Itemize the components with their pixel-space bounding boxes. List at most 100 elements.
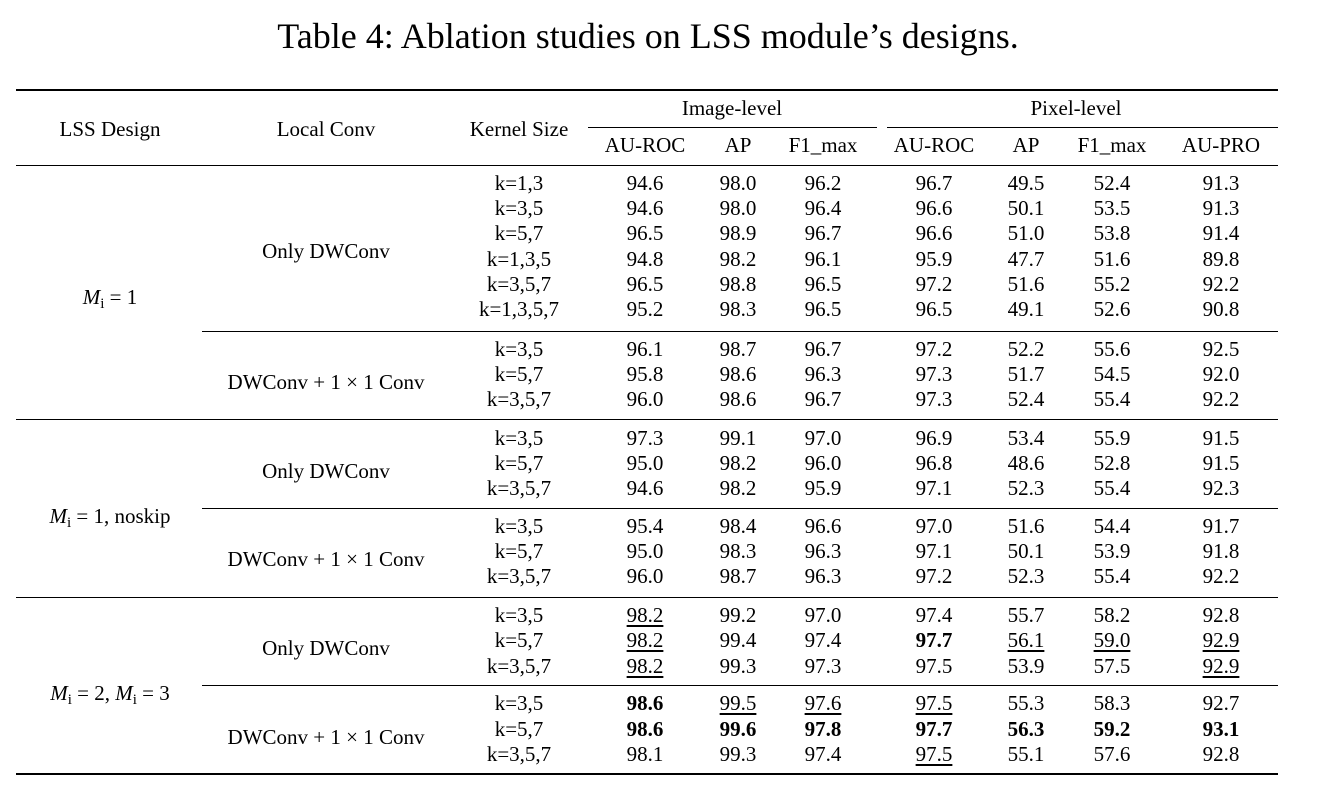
pixel-ap-cell: 50.1 xyxy=(1007,196,1045,220)
pixel-f1max-cell: 53.9 xyxy=(1093,539,1131,563)
top-rule xyxy=(16,89,1278,91)
pixel-ap-cell: 48.6 xyxy=(1007,451,1045,475)
pixel-auroc-cell: 97.5 xyxy=(915,742,953,766)
kernel-size-cell: k=3,5,7 xyxy=(486,476,552,500)
kernel-size-cell: k=3,5,7 xyxy=(486,272,552,296)
pixel-auroc-cell: 97.0 xyxy=(915,514,953,538)
image-auroc-cell: 95.2 xyxy=(626,297,664,321)
pixel-aupro-cell: 92.8 xyxy=(1202,742,1240,766)
image-ap-cell: 99.5 xyxy=(719,691,757,715)
pixel-f1max-cell: 52.4 xyxy=(1093,171,1131,195)
pixel-f1max-cell: 58.2 xyxy=(1093,603,1131,627)
pixel-f1max-cell: 53.5 xyxy=(1093,196,1131,220)
header-kernel-size: Kernel Size xyxy=(469,117,569,141)
pixel-auroc-cell: 96.5 xyxy=(915,297,953,321)
pixel-auroc-cell: 97.2 xyxy=(915,564,953,588)
pixel-f1max-cell: 55.4 xyxy=(1093,476,1131,500)
image-ap-cell: 99.6 xyxy=(719,717,757,741)
image-auroc-cell: 98.1 xyxy=(626,742,664,766)
kernel-size-cell: k=3,5,7 xyxy=(486,387,552,411)
kernel-size-cell: k=3,5,7 xyxy=(486,564,552,588)
pixel-auroc-cell: 97.2 xyxy=(915,337,953,361)
image-auroc-cell: 96.1 xyxy=(626,337,664,361)
pixel-aupro-cell: 90.8 xyxy=(1202,297,1240,321)
image-ap-cell: 99.3 xyxy=(719,654,757,678)
pixel-aupro-cell: 92.9 xyxy=(1202,654,1240,678)
pixel-f1max-cell: 54.4 xyxy=(1093,514,1131,538)
image-auroc-cell: 98.6 xyxy=(626,691,664,715)
image-auroc-cell: 94.6 xyxy=(626,171,664,195)
pixel-aupro-cell: 91.5 xyxy=(1202,426,1240,450)
header-rule xyxy=(16,165,1278,166)
image-auroc-cell: 96.0 xyxy=(626,387,664,411)
design-label-2: Mi = 1, noskip xyxy=(49,504,171,531)
image-f1max-cell: 96.3 xyxy=(804,564,842,588)
pixel-ap-cell: 51.6 xyxy=(1007,514,1045,538)
kernel-size-cell: k=3,5 xyxy=(494,514,544,538)
pixel-aupro-cell: 91.3 xyxy=(1202,171,1240,195)
kernel-size-cell: k=5,7 xyxy=(494,717,544,741)
pixel-aupro-cell: 92.3 xyxy=(1202,476,1240,500)
group-rule xyxy=(16,597,1278,598)
image-auroc-cell: 95.0 xyxy=(626,451,664,475)
image-ap-cell: 98.9 xyxy=(719,221,757,245)
image-auroc-cell: 97.3 xyxy=(626,426,664,450)
pixel-f1max-cell: 58.3 xyxy=(1093,691,1131,715)
pixel-auroc-cell: 97.7 xyxy=(915,717,953,741)
kernel-size-cell: k=1,3,5 xyxy=(486,247,552,271)
conv-label: DWConv + 1 × 1 Conv xyxy=(227,725,425,749)
image-ap-cell: 98.3 xyxy=(719,297,757,321)
image-ap-cell: 98.7 xyxy=(719,337,757,361)
image-auroc-cell: 96.0 xyxy=(626,564,664,588)
pixel-aupro-cell: 92.0 xyxy=(1202,362,1240,386)
header-image-level: Image-level xyxy=(681,96,783,120)
image-ap-cell: 98.7 xyxy=(719,564,757,588)
image-f1max-cell: 97.6 xyxy=(804,691,842,715)
subgroup-rule xyxy=(202,685,1278,686)
image-f1max-cell: 97.0 xyxy=(804,426,842,450)
image-auroc-cell: 98.2 xyxy=(626,603,664,627)
image-auroc-cell: 95.4 xyxy=(626,514,664,538)
kernel-size-cell: k=5,7 xyxy=(494,539,544,563)
pixel-aupro-cell: 89.8 xyxy=(1202,247,1240,271)
image-auroc-cell: 94.6 xyxy=(626,476,664,500)
kernel-size-cell: k=3,5,7 xyxy=(486,654,552,678)
pixel-ap-cell: 47.7 xyxy=(1007,247,1045,271)
kernel-size-cell: k=3,5 xyxy=(494,196,544,220)
kernel-size-cell: k=3,5 xyxy=(494,337,544,361)
pixel-ap-cell: 49.1 xyxy=(1007,297,1045,321)
pixel-f1max-cell: 55.4 xyxy=(1093,387,1131,411)
image-f1max-cell: 96.3 xyxy=(804,362,842,386)
image-f1max-cell: 96.5 xyxy=(804,297,842,321)
pixel-ap-cell: 51.0 xyxy=(1007,221,1045,245)
image-auroc-cell: 94.8 xyxy=(626,247,664,271)
image-f1max-cell: 96.5 xyxy=(804,272,842,296)
kernel-size-cell: k=1,3 xyxy=(494,171,544,195)
pixel-auroc-cell: 96.9 xyxy=(915,426,953,450)
pixel-ap-cell: 53.9 xyxy=(1007,654,1045,678)
image-f1max-cell: 96.3 xyxy=(804,539,842,563)
image-auroc-cell: 98.2 xyxy=(626,628,664,652)
image-ap-cell: 99.2 xyxy=(719,603,757,627)
pixel-f1max-cell: 54.5 xyxy=(1093,362,1131,386)
image-f1max-cell: 97.3 xyxy=(804,654,842,678)
pixel-aupro-cell: 92.2 xyxy=(1202,564,1240,588)
pixel-f1max-cell: 55.2 xyxy=(1093,272,1131,296)
pixel-f1max-cell: 57.5 xyxy=(1093,654,1131,678)
header-pixel-aupro: AU-PRO xyxy=(1181,133,1261,157)
pixel-auroc-cell: 96.6 xyxy=(915,221,953,245)
pixel-f1max-cell: 52.6 xyxy=(1093,297,1131,321)
pixel-auroc-cell: 97.1 xyxy=(915,539,953,563)
conv-label: Only DWConv xyxy=(262,459,390,483)
pixel-ap-cell: 52.3 xyxy=(1007,476,1045,500)
kernel-size-cell: k=5,7 xyxy=(494,451,544,475)
image-f1max-cell: 96.6 xyxy=(804,514,842,538)
header-image-f1max: F1_max xyxy=(788,133,858,157)
conv-label: Only DWConv xyxy=(262,636,390,660)
pixel-auroc-cell: 97.1 xyxy=(915,476,953,500)
pixel-auroc-cell: 96.8 xyxy=(915,451,953,475)
image-f1max-cell: 97.0 xyxy=(804,603,842,627)
image-auroc-cell: 94.6 xyxy=(626,196,664,220)
pixel-f1max-cell: 53.8 xyxy=(1093,221,1131,245)
image-ap-cell: 98.4 xyxy=(719,514,757,538)
